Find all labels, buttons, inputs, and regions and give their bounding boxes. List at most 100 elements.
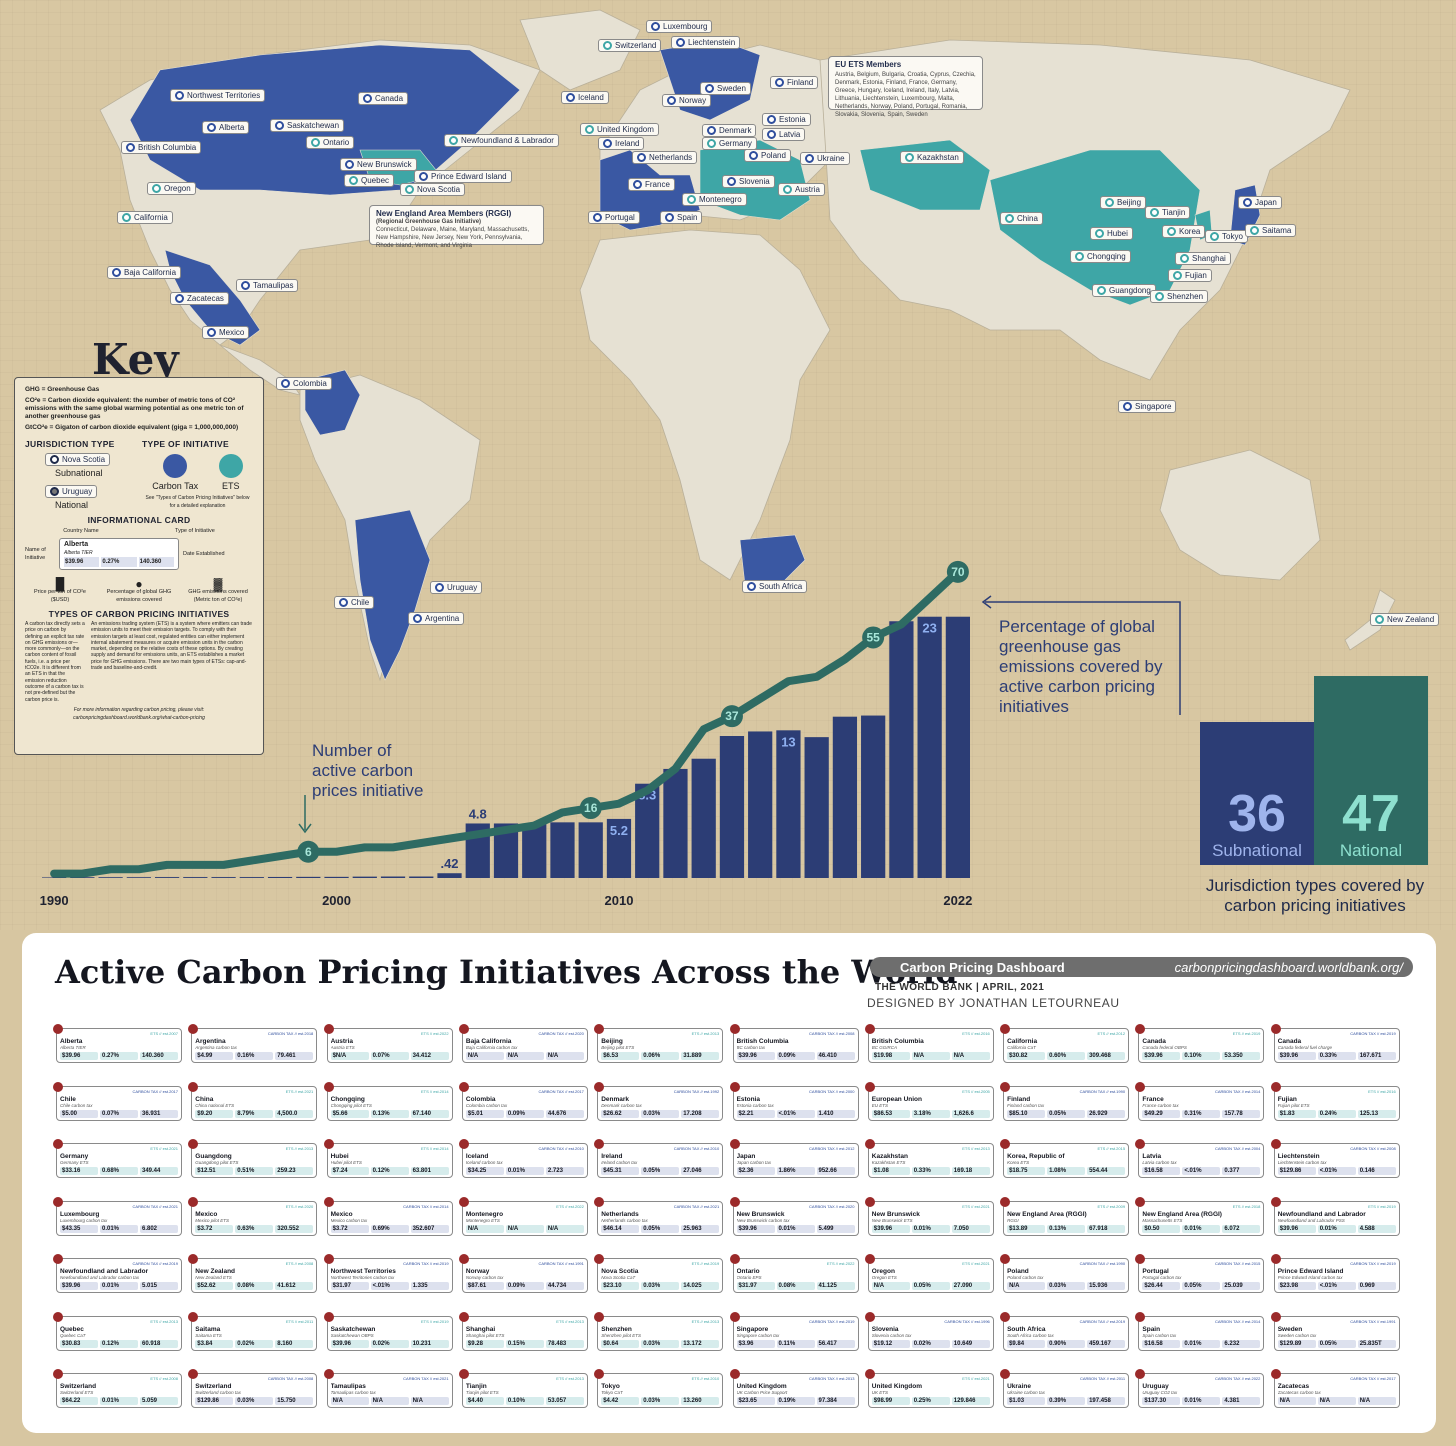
- initiative-card[interactable]: ETS // est.2021 Germany Germany ETS $33.16 0…: [53, 1139, 182, 1178]
- initiative-card[interactable]: CARBON TAX // est.1991 Sweden Sweden carbo…: [1270, 1311, 1400, 1351]
- map-pin-nova-scotia[interactable]: Nova Scotia: [400, 183, 466, 196]
- initiative-card[interactable]: CARBON TAX // est.1990 Finland Finland car…: [1000, 1081, 1130, 1121]
- initiative-card[interactable]: CARBON TAX // est.2019 Canada Canada feder…: [1270, 1024, 1400, 1063]
- initiative-card[interactable]: CARBON TAX // est.2011 Ukraine Ukraine car…: [1000, 1369, 1130, 1408]
- map-pin-beijing[interactable]: Beijing: [1100, 196, 1147, 209]
- initiative-card[interactable]: CARBON TAX // est.2022 Uruguay Uruguay CO2…: [1135, 1369, 1265, 1408]
- initiative-card[interactable]: ETS // est.2010 Tokyo Tokyo CaT $4.42 0.03% 1…: [594, 1369, 724, 1408]
- map-pin-saitama[interactable]: Saitama: [1245, 224, 1297, 237]
- initiative-card[interactable]: CARBON TAX // est.1990 Poland Poland carbo…: [1000, 1254, 1130, 1293]
- initiative-card[interactable]: CARBON TAX // est.2010 Ireland Ireland car…: [594, 1139, 724, 1178]
- map-pin-japan[interactable]: Japan: [1238, 196, 1282, 209]
- initiative-card[interactable]: CARBON TAX // est.2019 South Africa South …: [1000, 1311, 1130, 1351]
- initiative-card[interactable]: ETS // est.2009 New England Area (RGGI) RG…: [1000, 1196, 1130, 1236]
- map-pin-portugal[interactable]: Portugal: [588, 211, 640, 224]
- initiative-card[interactable]: ETS // est.2014 Hubei Hubei pilot ETS $7.24…: [323, 1139, 453, 1178]
- map-pin-united-kingdom[interactable]: United Kingdom: [580, 123, 659, 136]
- initiative-card[interactable]: CARBON TAX // est.2014 Spain Spain carbon …: [1135, 1311, 1265, 1351]
- map-pin-switzerland[interactable]: Switzerland: [598, 39, 662, 52]
- map-pin-china[interactable]: China: [1000, 212, 1043, 225]
- initiative-card[interactable]: ETS // est.2008 Switzerland Switzerland ET…: [53, 1369, 182, 1408]
- initiative-card[interactable]: CARBON TAX // est.1992 Denmark Denmark car…: [594, 1081, 724, 1121]
- map-pin-montenegro[interactable]: Montenegro: [682, 193, 747, 206]
- map-pin-iceland[interactable]: Iceland: [561, 91, 609, 104]
- initiative-card[interactable]: CARBON TAX // est.2019 Newfoundland and L…: [53, 1254, 182, 1293]
- initiative-card[interactable]: CARBON TAX // est.2008 British Columbia BC…: [729, 1024, 859, 1063]
- initiative-card[interactable]: CARBON TAX // est.2020 Baja California Baj…: [458, 1024, 588, 1063]
- initiative-card[interactable]: CARBON TAX // est.2017 Colombia Colombia c…: [458, 1081, 588, 1121]
- initiative-card[interactable]: ETS // est.2015 Korea, Republic of Korea E…: [1000, 1139, 1130, 1178]
- initiative-card[interactable]: ETS // est.2016 British Columbia BC GGIRCA…: [864, 1024, 994, 1063]
- initiative-card[interactable]: ETS // est.2019 Nova Scotia Nova Scotia Ca…: [594, 1254, 724, 1293]
- map-pin-denmark[interactable]: Denmark: [702, 124, 757, 137]
- initiative-card[interactable]: ETS // est.2021 Oregon Oregon ETS N/A 0.05% 2…: [864, 1254, 994, 1293]
- initiative-card[interactable]: ETS // est.2019 Saskatchewan Saskatchewan …: [323, 1311, 453, 1351]
- map-pin-netherlands[interactable]: Netherlands: [632, 151, 698, 164]
- map-pin-poland[interactable]: Poland: [744, 149, 791, 162]
- initiative-card[interactable]: CARBON TAX // est.2018 Argentina Argentina…: [188, 1024, 318, 1063]
- map-pin-northwest-territories[interactable]: Northwest Territories: [170, 89, 266, 102]
- map-pin-zacatecas[interactable]: Zacatecas: [170, 292, 229, 305]
- map-pin-luxembourg[interactable]: Luxembourg: [646, 20, 713, 33]
- initiative-card[interactable]: CARBON TAX // est.2000 Estonia Estonia car…: [729, 1081, 859, 1121]
- initiative-card[interactable]: CARBON TAX // est.2017 Zacatecas Zacatecas…: [1270, 1369, 1400, 1408]
- map-pin-ontario[interactable]: Ontario: [306, 136, 355, 149]
- initiative-card[interactable]: ETS // est.2022 Austria Austria ETS $N/A 0.0…: [323, 1024, 453, 1063]
- initiative-card[interactable]: ETS // est.2011 Saitama Saitama ETS $3.84 0.…: [188, 1311, 318, 1351]
- map-pin-france[interactable]: France: [628, 178, 675, 191]
- map-pin-south-africa[interactable]: South Africa: [742, 580, 808, 593]
- map-pin-canada[interactable]: Canada: [358, 92, 409, 105]
- initiative-card[interactable]: ETS // est.2014 Chongqing Chongqing pilot …: [323, 1081, 453, 1121]
- initiative-card[interactable]: ETS // est.2018 New England Area (RGGI) Ma…: [1135, 1196, 1265, 1236]
- initiative-card[interactable]: CARBON TAX // est.2014 France France carbo…: [1135, 1081, 1265, 1121]
- map-pin-austria[interactable]: Austria: [778, 183, 825, 196]
- initiative-card[interactable]: CARBON TAX // est.2008 Switzerland Switzer…: [188, 1369, 318, 1408]
- initiative-card[interactable]: CARBON TAX // est.2008 Liechtenstein Liech…: [1270, 1139, 1400, 1178]
- map-pin-mexico[interactable]: Mexico: [202, 326, 250, 339]
- initiative-card[interactable]: ETS // est.2019 Canada Canada federal OBPS…: [1135, 1024, 1265, 1063]
- initiative-card[interactable]: ETS // est.2013 Quebec Quebec CaT $30.83 0.1…: [53, 1311, 182, 1351]
- map-pin-tamaulipas[interactable]: Tamaulipas: [236, 279, 299, 292]
- initiative-card[interactable]: CARBON TAX // est.2004 Latvia Latvia carbo…: [1135, 1139, 1265, 1178]
- initiative-card[interactable]: ETS // est.2021 United Kingdom UK ETS $98.9…: [864, 1369, 994, 1408]
- initiative-card[interactable]: ETS // est.2013 Shanghai Shanghai pilot ET…: [458, 1311, 588, 1351]
- initiative-card[interactable]: ETS // est.2022 Ontario Ontario EPS $31.97 0…: [729, 1254, 859, 1293]
- initiative-card[interactable]: CARBON TAX // est.2020 New Brunswick New B…: [729, 1196, 859, 1236]
- map-pin-sweden[interactable]: Sweden: [700, 82, 751, 95]
- map-pin-singapore[interactable]: Singapore: [1118, 400, 1177, 413]
- initiative-card[interactable]: ETS // est.2019 Newfoundland and Labrador…: [1270, 1196, 1400, 1236]
- initiative-card[interactable]: CARBON TAX // est.2012 Japan Japan carbon …: [729, 1139, 859, 1178]
- initiative-card[interactable]: CARBON TAX // est.2021 Luxembourg Luxembou…: [53, 1196, 182, 1236]
- map-pin-newfoundland-labrador[interactable]: Newfoundland & Labrador: [444, 134, 559, 147]
- initiative-card[interactable]: CARBON TAX // est.2010 Iceland Iceland car…: [458, 1139, 588, 1178]
- initiative-card[interactable]: CARBON TAX // est.2021 Netherlands Netherl…: [594, 1196, 724, 1236]
- map-pin-alberta[interactable]: Alberta: [202, 121, 250, 134]
- map-pin-estonia[interactable]: Estonia: [762, 113, 811, 126]
- map-pin-guangdong[interactable]: Guangdong: [1092, 284, 1156, 297]
- initiative-card[interactable]: ETS // est.2012 California California CaT $…: [1000, 1024, 1130, 1063]
- map-pin-saskatchewan[interactable]: Saskatchewan: [270, 119, 345, 132]
- map-pin-british-columbia[interactable]: British Columbia: [121, 141, 202, 154]
- map-pin-chile[interactable]: Chile: [334, 596, 375, 609]
- map-pin-baja-california[interactable]: Baja California: [107, 266, 182, 279]
- initiative-card[interactable]: CARBON TAX // est.2021 Tamaulipas Tamaulip…: [323, 1369, 453, 1408]
- initiative-card[interactable]: CARBON TAX // est.2019 Northwest Territor…: [323, 1254, 453, 1293]
- initiative-card[interactable]: CARBON TAX // est.2017 Chile Chile carbon …: [53, 1081, 182, 1121]
- map-pin-colombia[interactable]: Colombia: [276, 377, 332, 390]
- map-pin-new-brunswick[interactable]: New Brunswick: [340, 158, 417, 171]
- map-pin-chongqing[interactable]: Chongqing: [1070, 250, 1131, 263]
- initiative-card[interactable]: ETS // est.2013 Beijing Beijing pilot ETS $…: [594, 1024, 724, 1063]
- initiative-card[interactable]: CARBON TAX // est.2015 Portugal Portugal c…: [1135, 1254, 1265, 1293]
- initiative-card[interactable]: CARBON TAX // est.2013 United Kingdom UK C…: [729, 1369, 859, 1408]
- map-pin-prince-edward-island[interactable]: Prince Edward Island: [414, 170, 512, 183]
- map-pin-latvia[interactable]: Latvia: [762, 128, 806, 141]
- map-pin-finland[interactable]: Finland: [770, 76, 819, 89]
- map-pin-tokyo[interactable]: Tokyo: [1205, 230, 1248, 243]
- map-pin-shenzhen[interactable]: Shenzhen: [1150, 290, 1209, 303]
- map-pin-new-zealand[interactable]: New Zealand: [1370, 613, 1440, 626]
- map-pin-uruguay[interactable]: Uruguay: [430, 581, 483, 594]
- initiative-card[interactable]: ETS // est.2013 Shenzhen Shenzhen pilot ET…: [594, 1311, 724, 1351]
- map-pin-hubei[interactable]: Hubei: [1090, 227, 1133, 240]
- map-pin-tianjin[interactable]: Tianjin: [1145, 206, 1191, 219]
- map-pin-spain[interactable]: Spain: [660, 211, 703, 224]
